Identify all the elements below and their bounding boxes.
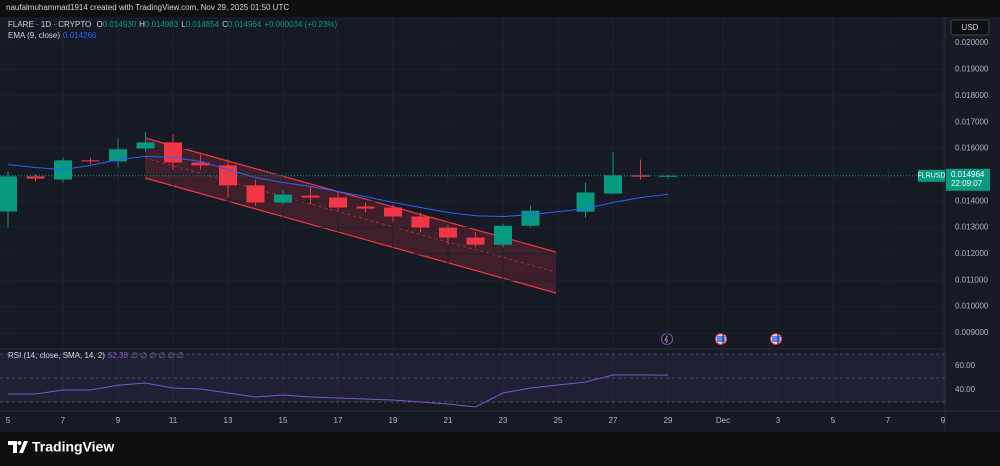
x-tick-label: 21	[444, 416, 453, 425]
ohlc-key: L	[181, 20, 186, 29]
candle-body	[658, 175, 677, 177]
series-line	[7, 155, 669, 218]
event-icons	[661, 333, 782, 345]
pane	[0, 17, 945, 410]
ohlc-value: 0.014964	[227, 20, 262, 29]
y-tick-label: 60.00	[955, 361, 976, 370]
candle-body	[81, 160, 100, 162]
rsi-legend: RSI (14, close, SMA, 14, 2) 52.38 ∅ ∅ ∅ ∅ …	[8, 351, 187, 360]
y-tick-label: 0.009000	[955, 328, 989, 337]
candle-body	[411, 216, 430, 228]
candle-body	[0, 176, 18, 212]
x-tick-label: 9	[941, 416, 946, 425]
ema-value: 0.014266	[63, 31, 97, 40]
candle-body	[493, 225, 512, 245]
x-tick-label: 23	[499, 416, 508, 425]
y-tick-label: 0.016000	[955, 144, 989, 153]
candle-body	[438, 227, 457, 238]
candle-body	[356, 206, 375, 209]
currency-label: USD	[962, 23, 979, 32]
ema-legend: EMA (9, close) 0.014266	[8, 31, 99, 40]
x-tick-label: 27	[609, 416, 618, 425]
candle-body	[246, 185, 265, 203]
credit-line: naufalmuhammad1914 created with TradingV…	[6, 3, 290, 12]
logo-dot	[17, 441, 22, 445]
x-tick-label: 7	[61, 416, 66, 425]
rsi-name: RSI (14, close, SMA, 14, 2)	[8, 351, 105, 360]
x-tick-label: 5	[831, 416, 836, 425]
y-tick-label: 0.014000	[955, 196, 989, 205]
x-tick-label: Dec	[716, 416, 730, 425]
candle-body	[191, 162, 210, 166]
y-tick-label: 0.018000	[955, 91, 989, 100]
candle-body	[136, 142, 155, 149]
x-tick-label: 19	[389, 416, 398, 425]
price-marker-label: 0.014964	[951, 170, 985, 179]
series-line	[8, 374, 669, 408]
price-marker-box	[946, 168, 990, 191]
candle-body	[109, 149, 128, 162]
y-tick-label: 0.010000	[955, 302, 989, 311]
candle-body	[26, 176, 45, 179]
ema-name: EMA (9, close)	[8, 31, 61, 40]
candle-body	[576, 192, 595, 212]
candle-body	[383, 207, 402, 217]
ohlc-value: 0.014930	[102, 20, 137, 29]
candle-body	[521, 210, 540, 226]
y-tick-label: 0.011000	[955, 275, 988, 284]
candle-body	[603, 175, 622, 194]
level-band	[0, 353, 945, 402]
x-tick-label: 15	[279, 416, 288, 425]
event-glyph	[664, 334, 669, 344]
x-tick-label: 9	[116, 416, 121, 425]
channel-upper	[144, 137, 557, 253]
x-tick-label: 13	[224, 416, 233, 425]
x-tick-label: 3	[776, 416, 781, 425]
rsi-value: 52.38	[107, 351, 128, 360]
brand-name: TradingView	[32, 439, 114, 455]
countdown-label: 22:09:07	[951, 179, 983, 188]
symbol-tag: FLRUSD	[917, 173, 945, 180]
rsi-status: ∅ ∅ ∅ ∅ ∅ ∅	[130, 351, 184, 360]
logo-mark	[8, 441, 28, 453]
symbol-legend: FLARE · 1D · CRYPTO O0.014930 H0.014983 L0…	[8, 20, 340, 29]
x-tick-label: 11	[169, 416, 178, 425]
event-glyph	[717, 336, 725, 342]
ohlc-value: 0.014983	[144, 20, 179, 29]
y-tick-label: 0.013000	[955, 223, 989, 232]
candle-body	[301, 195, 320, 198]
candle-body	[631, 175, 650, 177]
candle-body	[273, 194, 292, 203]
y-tick-label: 0.019000	[955, 65, 989, 74]
candle-body	[466, 237, 485, 245]
ohlc-value: 0.014854	[185, 20, 220, 29]
y-tick-label: 0.017000	[955, 117, 989, 126]
event-glyph	[772, 336, 780, 342]
candle-body	[164, 142, 183, 163]
y-tick-label: 0.020000	[955, 38, 989, 47]
symbol-tag-box	[918, 169, 945, 182]
ohlc-key: C	[222, 20, 228, 29]
x-tick-label: 29	[664, 416, 673, 425]
x-tick-label: 25	[554, 416, 563, 425]
y-tick-label: 40.00	[955, 385, 976, 394]
ohlc-key: H	[139, 20, 145, 29]
y-tick-label: 0.012000	[955, 249, 989, 258]
change: +0.000034 (+0.23%)	[264, 20, 338, 29]
symbol-name: FLARE · 1D · CRYPTO	[8, 20, 92, 29]
candle-body	[328, 197, 347, 208]
channel-lower	[144, 177, 557, 294]
currency-button[interactable]	[950, 19, 990, 36]
ohlc-key: O	[96, 20, 103, 29]
channel-middle	[144, 157, 557, 273]
x-tick-label: 17	[334, 416, 343, 425]
x-tick-label: 5	[6, 416, 11, 425]
x-tick-label: 7	[886, 416, 891, 425]
brand-logo	[8, 441, 28, 453]
event-icon[interactable]	[661, 333, 673, 345]
